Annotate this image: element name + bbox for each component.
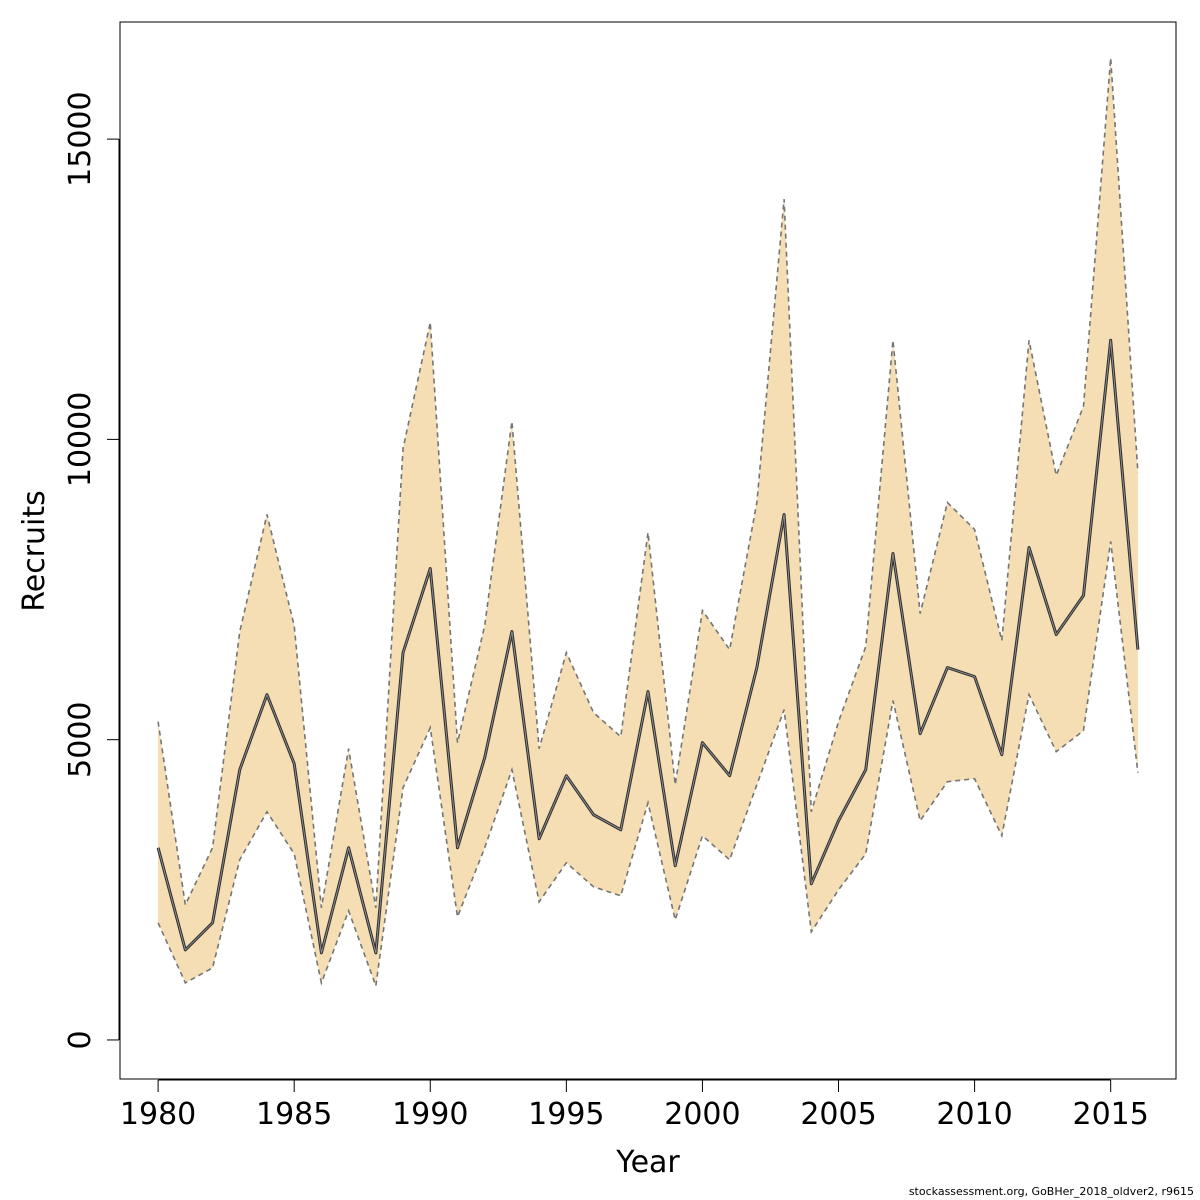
lower-bound-line <box>157 541 1139 987</box>
x-axis: 1980 1985 1990 1995 2000 2005 2010 2015 <box>120 1079 1149 1132</box>
x-tick-label: 1990 <box>392 1097 468 1132</box>
x-tick-label: 1980 <box>120 1097 196 1132</box>
x-tick-label: 1985 <box>256 1097 332 1132</box>
y-axis: 0 5000 10000 15000 <box>63 91 120 1050</box>
plot-frame <box>119 21 1177 1080</box>
x-tick-label: 1995 <box>528 1097 604 1132</box>
x-tick-label: 2010 <box>936 1097 1012 1132</box>
y-tick-label: 10000 <box>63 392 98 487</box>
estimate-line-highlight <box>157 339 1139 954</box>
plot-layer <box>156 57 1140 987</box>
y-tick-label: 0 <box>63 1030 98 1049</box>
upper-bound-line <box>157 57 1139 908</box>
x-tick-label: 2015 <box>1073 1097 1149 1132</box>
x-axis-title: Year <box>615 1145 680 1180</box>
x-tick-label: 2005 <box>800 1097 876 1132</box>
y-tick-label: 5000 <box>63 701 98 777</box>
y-tick-label: 15000 <box>63 91 98 186</box>
x-tick-label: 2000 <box>664 1097 740 1132</box>
y-axis-title: Recruits <box>17 490 52 612</box>
confidence-band <box>158 58 1138 986</box>
footer-credit: stockassessment.org, GoBHer_2018_oldver2… <box>909 1185 1194 1198</box>
